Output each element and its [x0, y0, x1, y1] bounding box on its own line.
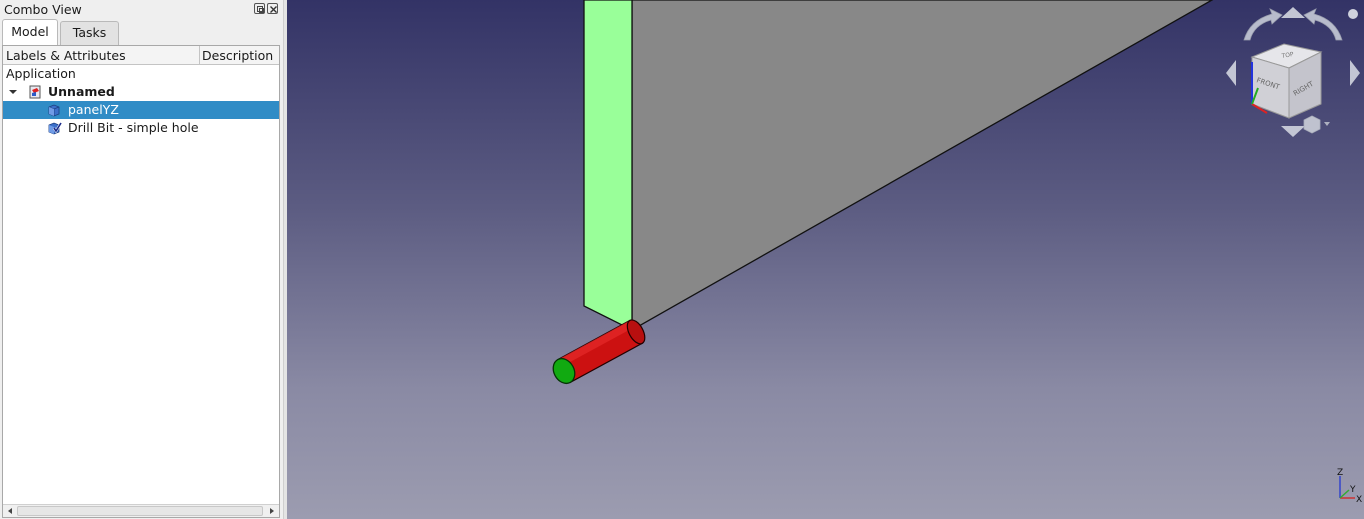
- tab-tasks[interactable]: Tasks: [60, 21, 119, 45]
- 3d-viewport[interactable]: TOP FRONT RIGHT Z Y X: [287, 0, 1364, 519]
- panel-title: Combo View: [4, 2, 82, 17]
- tree-row-label: Application: [6, 66, 76, 81]
- box-icon: [46, 102, 62, 118]
- tab-model[interactable]: Model: [2, 19, 58, 45]
- navigation-cube[interactable]: TOP FRONT RIGHT: [1222, 0, 1364, 142]
- column-header-description[interactable]: Description: [202, 48, 274, 63]
- chevron-down-icon[interactable]: [7, 83, 19, 101]
- tree-row-label: panelYZ: [68, 102, 119, 117]
- cube-right-face: [1288, 51, 1322, 119]
- arrow-left-icon: [1226, 60, 1236, 86]
- arrow-down-icon: [1281, 126, 1305, 137]
- panel-front-face: [583, 0, 633, 332]
- 3d-scene: [552, 0, 1214, 385]
- horizontal-scrollbar[interactable]: [3, 504, 279, 517]
- axis-label-z: Z: [1337, 468, 1343, 478]
- tree-row-application[interactable]: Application: [3, 65, 279, 83]
- document-icon: [27, 84, 43, 100]
- combo-view-panel: Combo View Model Tasks Labels & Attribut…: [0, 0, 283, 519]
- axis-label-y: Y: [1349, 485, 1356, 495]
- rotate-right-icon: [1303, 8, 1343, 41]
- panel-side-face: [631, 0, 1214, 332]
- drill-bit: [552, 319, 646, 385]
- cube-face-label-top[interactable]: TOP: [1280, 51, 1294, 60]
- view-menu-icon: [1303, 115, 1330, 134]
- arrow-up-icon: [1281, 7, 1305, 18]
- cube: TOP FRONT RIGHT: [1250, 43, 1323, 119]
- tree-row-unnamed[interactable]: Unnamed: [3, 83, 279, 101]
- panel-splitter[interactable]: [283, 0, 287, 519]
- arrow-right-icon: [1350, 60, 1360, 86]
- tree-row-drill-bit[interactable]: Drill Bit - simple hole: [3, 119, 279, 137]
- rotate-left-icon: [1243, 8, 1283, 41]
- column-header-labels[interactable]: Labels & Attributes: [6, 48, 126, 63]
- axis-label-x: X: [1356, 495, 1362, 505]
- close-button[interactable]: [267, 3, 278, 14]
- model-tree[interactable]: Labels & Attributes Description Applicat…: [2, 45, 280, 518]
- drill-bit-icon: [46, 120, 63, 136]
- tree-header: Labels & Attributes Description: [3, 46, 279, 65]
- tree-row-label: Unnamed: [48, 84, 115, 99]
- float-button[interactable]: [254, 3, 265, 14]
- tree-row-label: Drill Bit - simple hole: [68, 120, 199, 135]
- axis-triad: Z Y X: [1337, 468, 1362, 505]
- tree-row-panelyz[interactable]: panelYZ: [3, 101, 279, 119]
- scrollbar-thumb[interactable]: [17, 506, 263, 516]
- scroll-right-icon[interactable]: [266, 505, 278, 517]
- view-menu-dot-icon: [1348, 9, 1358, 19]
- scroll-left-icon[interactable]: [4, 505, 16, 517]
